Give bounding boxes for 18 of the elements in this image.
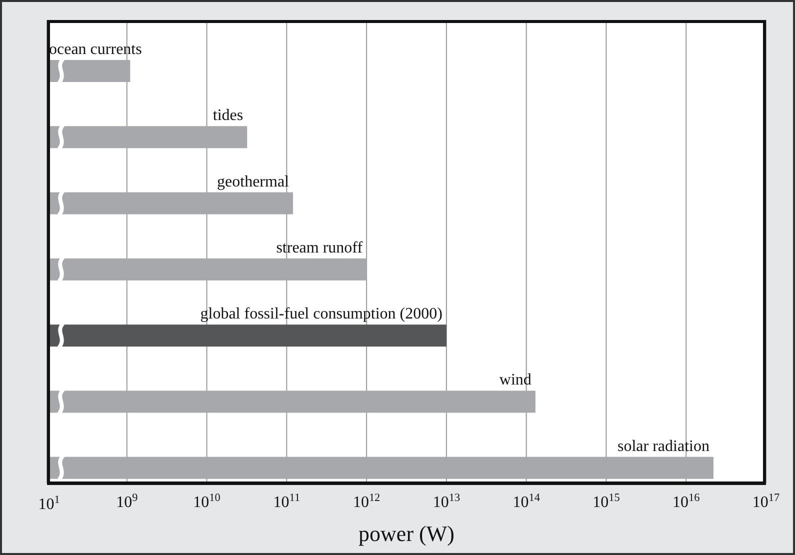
y-tick-label: stream runoff xyxy=(276,239,364,256)
y-tick-label: wind xyxy=(499,372,532,389)
x-tick-label: 10$^{9}$ xyxy=(116,492,138,511)
y-tick-label: global fossil-fuel consumption (2000) xyxy=(200,306,442,323)
x-tick-label: 10$^{17}$ xyxy=(752,492,780,511)
x-tick-label: 10$^{15}$ xyxy=(592,492,620,511)
x-tick-label: 10$^{16}$ xyxy=(672,492,700,511)
x-tick-label: 10$^{12}$ xyxy=(352,492,380,511)
y-tick-label: tides xyxy=(212,107,244,124)
text: 10$^{1}$ xyxy=(38,494,60,513)
x-tick-label: 10$^{14}$ xyxy=(512,492,540,511)
y-tick-label: solar radiation xyxy=(618,438,710,455)
x-tick-label: 10$^{11}$ xyxy=(273,492,300,511)
x-axis-title: power (W) xyxy=(358,521,454,546)
y-tick-label: geothermal xyxy=(217,173,290,190)
y-tick-label: ocean currents xyxy=(49,41,142,58)
x-tick-label: 10$^{13}$ xyxy=(432,492,460,511)
x-tick-label: 10$^{10}$ xyxy=(193,492,221,511)
